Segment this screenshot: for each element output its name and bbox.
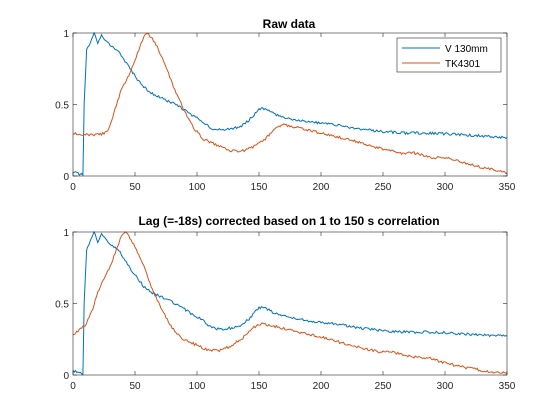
- legend-label-tk4301: TK4301: [445, 59, 480, 70]
- bottom-series-line-0: [72, 230, 508, 376]
- top-axis-ticks: 0 50 100 150 200 250 300 350 0 0.5 1: [55, 29, 516, 193]
- top-subplot-title: Raw data: [263, 17, 316, 31]
- top-x-tick-label: 300: [437, 182, 454, 193]
- top-x-tick-label: 0: [70, 182, 76, 193]
- bottom-x-tick-label: 300: [437, 381, 454, 392]
- top-y-tick-label: 1: [63, 29, 69, 40]
- bottom-x-tick-label: 0: [70, 381, 76, 392]
- top-x-tick-label: 250: [375, 182, 392, 193]
- legend-label-v130mm: V 130mm: [445, 44, 488, 55]
- bottom-series-lines: [72, 230, 508, 376]
- legend-box: [396, 37, 502, 73]
- top-x-tick-label: 50: [129, 182, 141, 193]
- bottom-x-tick-label: 250: [375, 381, 392, 392]
- top-x-tick-label: 200: [313, 182, 330, 193]
- bottom-x-tick-label: 50: [129, 381, 141, 392]
- top-series-line-0: [72, 31, 508, 177]
- top-series-lines: [72, 31, 508, 177]
- top-y-tick-label: 0: [63, 172, 69, 183]
- bottom-y-tick-label: 0.5: [55, 300, 69, 311]
- bottom-x-tick-label: 150: [251, 381, 268, 392]
- top-x-tick-label: 150: [251, 182, 268, 193]
- top-x-tick-label: 350: [499, 182, 516, 193]
- bottom-subplot: Lag (=-18s) corrected based on 1 to 150 …: [55, 214, 516, 392]
- bottom-y-tick-label: 1: [63, 228, 69, 239]
- bottom-y-tick-label: 0: [63, 371, 69, 382]
- bottom-x-tick-label: 100: [189, 381, 206, 392]
- top-subplot: Raw data 0 50 100 150 200 250 300 350 0 0.5 1 V 13…: [55, 17, 516, 193]
- bottom-plot-area: [73, 232, 507, 375]
- bottom-axis-ticks: 0 50 100 150 200 250 300 350 0 0.5 1: [55, 228, 516, 392]
- bottom-series-line-1: [72, 231, 508, 375]
- bottom-x-tick-label: 350: [499, 381, 516, 392]
- top-y-tick-label: 0.5: [55, 101, 69, 112]
- top-series-line-1: [72, 33, 508, 174]
- bottom-x-tick-label: 200: [313, 381, 330, 392]
- top-x-tick-label: 100: [189, 182, 206, 193]
- legend: V 130mm TK4301: [396, 37, 502, 73]
- bottom-subplot-title: Lag (=-18s) corrected based on 1 to 150 …: [138, 214, 439, 228]
